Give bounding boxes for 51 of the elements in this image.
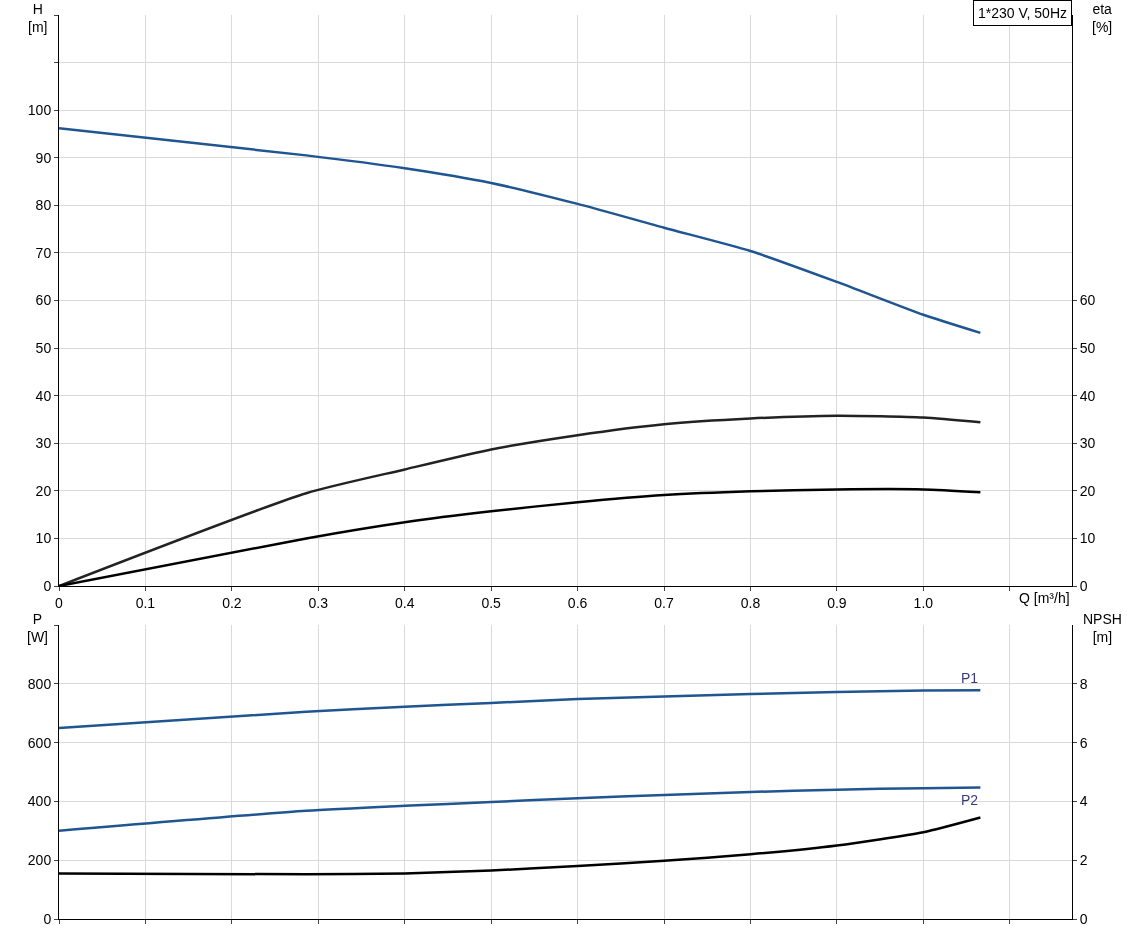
y-tick-label: 400: [27, 793, 52, 810]
x-tick-label: 0.9: [827, 594, 847, 611]
y2-tick-label: 2: [1079, 852, 1088, 869]
y-tick-label: 0: [43, 910, 52, 927]
y2-axis-title: NPSH [m]: [1083, 611, 1122, 646]
y2-tick-label: 0: [1079, 910, 1088, 927]
y2-tick-label: 0: [1079, 577, 1088, 594]
y-tick-label: 800: [27, 675, 52, 692]
y-tick-label: 200: [27, 852, 52, 869]
y2-tick-label: 30: [1079, 435, 1096, 452]
y2-tick-label: 4: [1079, 793, 1088, 810]
y2-axis-title: eta [%]: [1092, 1, 1113, 36]
line-series: [59, 786, 982, 833]
y2-tick-label: 10: [1079, 530, 1096, 547]
x-tick-label: 0: [55, 594, 64, 611]
y-tick-label: 0: [43, 577, 52, 594]
series-label: P1: [961, 670, 979, 686]
y2-tick-label: 8: [1079, 675, 1088, 692]
x-tick-label: 0.8: [740, 594, 761, 611]
y-tick-label: 60: [35, 292, 52, 309]
x-tick-label: 0.1: [135, 594, 156, 611]
y-axis-title: H [m]: [28, 1, 48, 36]
y-tick-label: 70: [35, 244, 52, 261]
x-axis-title: Q [m³/h]: [1019, 590, 1070, 606]
y2-tick-label: 60: [1079, 292, 1096, 309]
y-tick-label: 10: [35, 530, 52, 547]
y-tick-label: 40: [35, 387, 52, 404]
y-tick-label: 100: [27, 102, 52, 119]
line-series: [59, 689, 982, 730]
y-tick-label: 50: [35, 339, 52, 356]
y2-tick-label: 6: [1079, 734, 1088, 751]
x-tick-label: 0.5: [481, 594, 502, 611]
line-series: [59, 127, 982, 335]
x-tick-label: 0.6: [567, 594, 588, 611]
y-tick-label: 80: [35, 197, 52, 214]
y-tick-label: 600: [27, 734, 52, 751]
x-tick-label: 0.7: [654, 594, 674, 611]
y-tick-label: 30: [35, 435, 52, 452]
line-series: [59, 414, 982, 586]
y-axis-title: P [W]: [27, 611, 48, 646]
y2-tick-label: 50: [1079, 339, 1096, 356]
x-tick-label: 0.4: [395, 594, 415, 611]
y-tick-label: 20: [35, 482, 52, 499]
x-tick-label: 0.2: [222, 594, 242, 611]
x-tick-label: 1.0: [913, 594, 934, 611]
series-label: P2: [961, 792, 979, 808]
y2-tick-label: 40: [1079, 387, 1096, 404]
x-tick-label: 0.3: [308, 594, 329, 611]
y-tick-label: 90: [35, 149, 52, 166]
y2-tick-label: 20: [1079, 482, 1096, 499]
annotation: 1*230 V, 50Hz: [978, 5, 1067, 21]
